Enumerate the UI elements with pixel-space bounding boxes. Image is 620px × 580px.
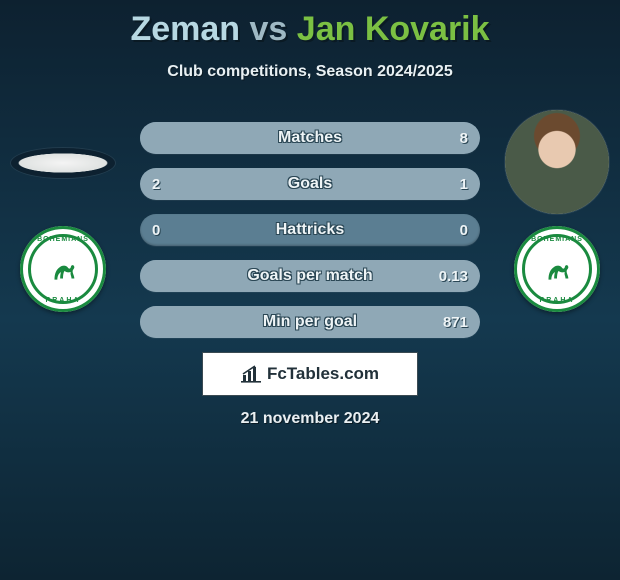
stat-fill-left (140, 168, 364, 200)
kangaroo-icon (540, 251, 574, 285)
stat-row: 8Matches (140, 122, 480, 154)
player1-avatar (11, 148, 115, 178)
player1-club-badge: BOHEMIANS PRAHA (20, 226, 106, 312)
player2-avatar (505, 110, 609, 214)
stat-label: Hattricks (140, 214, 480, 246)
stat-value-left: 0 (140, 214, 172, 246)
kangaroo-icon (46, 251, 80, 285)
brand-box[interactable]: FcTables.com (202, 352, 418, 396)
title-player2: Jan Kovarik (297, 10, 490, 48)
stat-row: 0.13Goals per match (140, 260, 480, 292)
stat-fill-right (140, 122, 480, 154)
page-title: Zeman vs Jan Kovarik (0, 0, 620, 49)
stat-row: 0 0Hattricks (140, 214, 480, 246)
badge-text-bottom: PRAHA (20, 297, 106, 304)
right-column: BOHEMIANS PRAHA (502, 110, 612, 312)
stat-fill-right (140, 260, 480, 292)
badge-text-top: BOHEMIANS (514, 236, 600, 243)
stat-fill-right (140, 306, 480, 338)
stat-row: 21Goals (140, 168, 480, 200)
badge-text-bottom: PRAHA (514, 297, 600, 304)
player2-club-badge: BOHEMIANS PRAHA (514, 226, 600, 312)
badge-text-top: BOHEMIANS (20, 236, 106, 243)
chart-icon (241, 365, 261, 383)
brand-text: FcTables.com (267, 364, 379, 384)
stat-value-right: 0 (448, 214, 480, 246)
date-text: 21 november 2024 (0, 410, 620, 428)
title-player1: Zeman (130, 10, 240, 48)
stat-fill-right (364, 168, 480, 200)
stats-bars: 8Matches 21Goals 0 0Hattricks 0.13Goals per … (140, 122, 480, 352)
title-vs: vs (250, 10, 288, 48)
subtitle: Club competitions, Season 2024/2025 (0, 63, 620, 81)
left-column: BOHEMIANS PRAHA (8, 110, 118, 312)
stat-row: 871Min per goal (140, 306, 480, 338)
